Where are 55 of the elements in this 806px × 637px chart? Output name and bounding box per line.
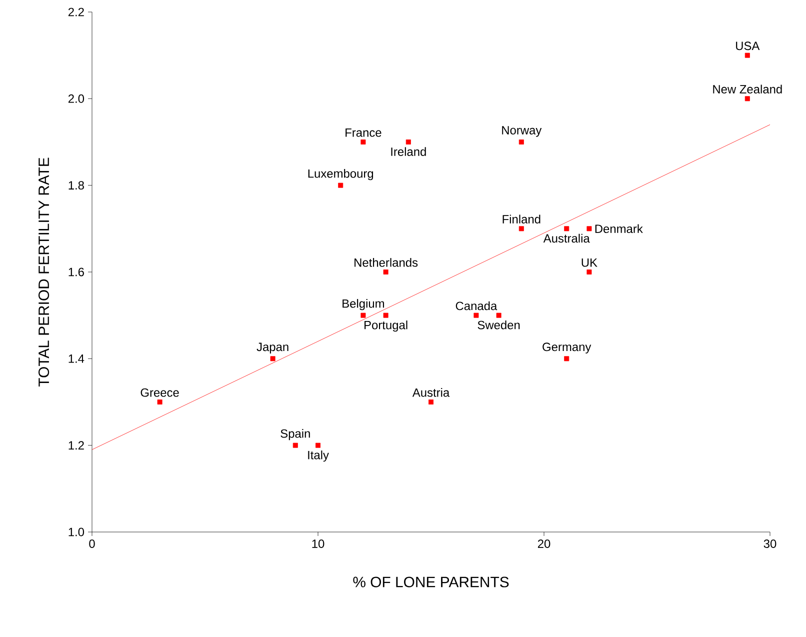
point [564, 226, 570, 232]
point [316, 442, 320, 448]
point [360, 140, 366, 144]
point [518, 140, 524, 144]
point [474, 312, 479, 318]
annotation: Italy [308, 450, 329, 462]
point [518, 226, 524, 232]
y-axis-title: TOTAL PERIOD FERTILITY RATE [38, 158, 50, 387]
point [360, 312, 366, 318]
point [157, 400, 162, 404]
annotation: Germany [542, 342, 592, 354]
point [744, 96, 750, 102]
annotation: France [346, 128, 382, 137]
annotation: Greece [140, 388, 179, 397]
y-tick-label: 2.2 [68, 8, 84, 16]
point [338, 182, 344, 188]
annotation: Ireland [391, 147, 426, 156]
annotation: Spain [280, 429, 310, 440]
annotation: Portugal [364, 320, 408, 332]
point [270, 356, 276, 362]
point [383, 270, 388, 274]
annotation: Norway [502, 126, 542, 137]
annotation: Sweden [478, 320, 520, 330]
annotation: Netherlands [354, 258, 418, 267]
y-tick-label: 1.6 [68, 268, 84, 276]
x-tick-label: 0 [89, 540, 95, 548]
y-tick-label: 2.0 [68, 94, 84, 103]
point [586, 226, 592, 232]
annotation: UK [582, 258, 598, 267]
point [383, 312, 388, 318]
point [496, 312, 502, 318]
x-tick-label: 10 [312, 540, 324, 548]
y-tick-label: 1.0 [68, 528, 84, 536]
annotation: Finland [502, 214, 540, 224]
y-tick-label: 1.4 [68, 354, 84, 363]
y-tick-label: 1.8 [68, 181, 84, 190]
annotation: USA [736, 42, 760, 50]
annotation: Denmark [595, 224, 643, 234]
annotation: Canada [456, 301, 498, 310]
x-tick-label: 20 [538, 540, 550, 548]
y-tick-label: 1.2 [68, 441, 84, 450]
annotation: New Zealand [713, 84, 782, 94]
annotation: Luxembourg [308, 169, 374, 180]
annotation: Australia [543, 234, 590, 243]
x-axis-title: % OF LONE PARENTS [353, 576, 509, 588]
annotation: Japan [256, 342, 288, 354]
x-tick-label: 30 [764, 540, 776, 548]
point [586, 270, 592, 274]
annotation: Belgium [342, 299, 384, 310]
point [744, 52, 750, 58]
point [564, 356, 570, 362]
point [292, 442, 298, 448]
point [428, 400, 434, 404]
annotation: Austria [412, 388, 450, 397]
point [406, 140, 411, 144]
